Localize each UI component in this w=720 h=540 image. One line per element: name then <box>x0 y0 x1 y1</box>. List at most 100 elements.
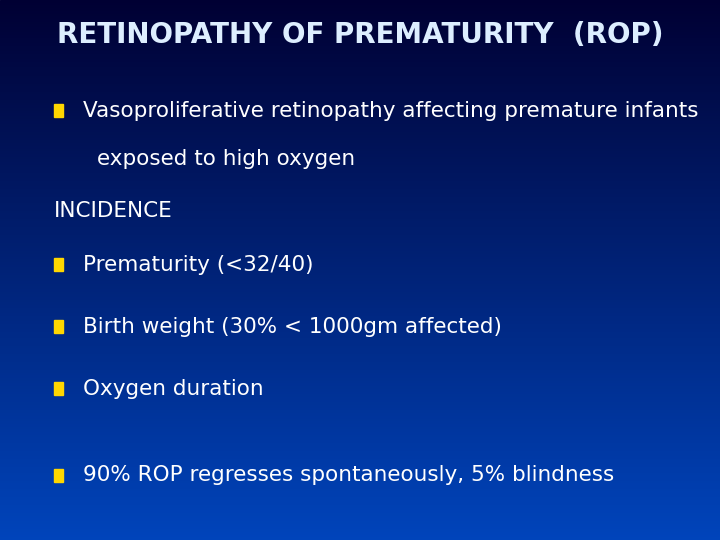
Bar <box>0 59 720 62</box>
Bar <box>0 227 720 229</box>
Bar <box>0 310 720 313</box>
Bar <box>0 232 720 235</box>
Bar <box>0 505 720 508</box>
Bar <box>0 338 720 340</box>
Bar <box>0 30 720 32</box>
Bar <box>0 413 720 416</box>
Bar <box>0 8 720 11</box>
Bar <box>0 240 720 243</box>
Bar <box>0 456 720 459</box>
Bar <box>0 408 720 410</box>
Bar <box>0 297 720 300</box>
Bar <box>0 518 720 521</box>
Bar <box>0 78 720 81</box>
Bar <box>0 273 720 275</box>
Bar <box>0 335 720 338</box>
Bar <box>0 76 720 78</box>
Bar <box>0 32 720 35</box>
Bar <box>0 148 720 151</box>
Bar <box>0 62 720 65</box>
Bar <box>0 138 720 140</box>
Bar <box>0 5 720 8</box>
Bar <box>0 259 720 262</box>
Bar <box>0 478 720 481</box>
Bar <box>0 475 720 478</box>
Bar <box>54 104 63 117</box>
Bar <box>0 54 720 57</box>
Bar <box>0 462 720 464</box>
Bar <box>0 24 720 27</box>
Bar <box>0 49 720 51</box>
Bar <box>0 211 720 213</box>
Bar <box>0 200 720 202</box>
Bar <box>0 275 720 278</box>
Bar <box>0 448 720 451</box>
Bar <box>0 289 720 292</box>
Bar <box>0 300 720 302</box>
Bar <box>0 281 720 284</box>
Bar <box>0 84 720 86</box>
Bar <box>0 343 720 346</box>
Bar <box>0 443 720 445</box>
Bar <box>0 416 720 418</box>
Bar <box>0 111 720 113</box>
Bar <box>0 3 720 5</box>
Bar <box>0 427 720 429</box>
Bar <box>0 432 720 435</box>
Bar <box>0 130 720 132</box>
Bar <box>0 221 720 224</box>
Bar <box>0 165 720 167</box>
Bar <box>0 440 720 443</box>
Bar <box>0 119 720 122</box>
Text: exposed to high oxygen: exposed to high oxygen <box>97 149 356 170</box>
Bar <box>0 248 720 251</box>
Bar <box>0 89 720 92</box>
Bar <box>0 308 720 310</box>
Bar <box>0 354 720 356</box>
Bar <box>0 526 720 529</box>
Bar <box>0 267 720 270</box>
Bar <box>0 51 720 54</box>
Bar <box>0 262 720 265</box>
Bar <box>0 451 720 454</box>
Bar <box>0 202 720 205</box>
Bar <box>0 324 720 327</box>
Bar <box>0 302 720 305</box>
Bar <box>0 389 720 392</box>
Bar <box>0 373 720 375</box>
Bar <box>0 97 720 100</box>
Bar <box>0 508 720 510</box>
Bar <box>0 192 720 194</box>
Bar <box>0 254 720 256</box>
Bar <box>0 154 720 157</box>
Text: RETINOPATHY OF PREMATURITY  (ROP): RETINOPATHY OF PREMATURITY (ROP) <box>57 21 663 49</box>
Bar <box>0 246 720 248</box>
Bar <box>0 157 720 159</box>
Bar <box>0 205 720 208</box>
Bar <box>0 313 720 316</box>
Bar <box>0 40 720 43</box>
Bar <box>0 489 720 491</box>
Bar <box>0 340 720 343</box>
Bar <box>0 135 720 138</box>
Bar <box>0 305 720 308</box>
Bar <box>0 346 720 348</box>
Bar <box>0 464 720 467</box>
Bar <box>0 386 720 389</box>
Bar <box>0 178 720 181</box>
Bar <box>0 535 720 537</box>
Bar <box>0 470 720 472</box>
Bar <box>0 251 720 254</box>
Bar <box>0 100 720 103</box>
Bar <box>0 189 720 192</box>
Bar <box>0 359 720 362</box>
Bar <box>0 22 720 24</box>
Bar <box>0 256 720 259</box>
Bar <box>0 467 720 470</box>
Bar <box>0 435 720 437</box>
Bar <box>0 122 720 124</box>
Bar <box>0 491 720 494</box>
Bar <box>0 197 720 200</box>
Bar <box>0 364 720 367</box>
Bar <box>0 265 720 267</box>
